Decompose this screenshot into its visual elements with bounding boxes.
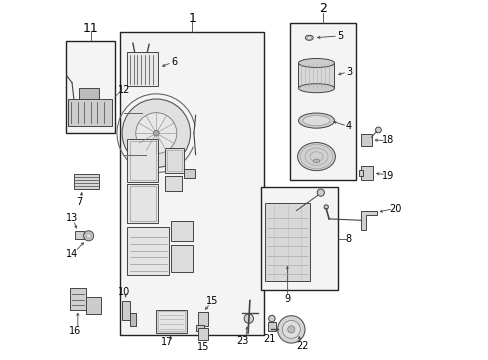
Text: 19: 19 bbox=[382, 171, 394, 181]
Bar bbox=[164, 176, 182, 191]
Circle shape bbox=[83, 231, 94, 241]
Polygon shape bbox=[361, 211, 376, 230]
Text: 23: 23 bbox=[236, 336, 248, 346]
Bar bbox=[289, 23, 355, 180]
Text: 14: 14 bbox=[65, 249, 78, 259]
Bar bbox=[196, 325, 203, 331]
Ellipse shape bbox=[303, 116, 329, 126]
Text: 6: 6 bbox=[171, 58, 177, 67]
Bar bbox=[130, 313, 136, 326]
Circle shape bbox=[86, 233, 91, 238]
Bar bbox=[66, 41, 115, 133]
Text: 5: 5 bbox=[336, 31, 342, 41]
Bar bbox=[127, 52, 158, 86]
Bar bbox=[184, 169, 195, 178]
Bar bbox=[129, 186, 156, 221]
Bar bbox=[158, 311, 185, 331]
Bar bbox=[267, 322, 275, 331]
Text: 17: 17 bbox=[161, 337, 173, 347]
Text: 15: 15 bbox=[197, 342, 209, 352]
Circle shape bbox=[287, 326, 294, 333]
Bar bbox=[171, 221, 192, 241]
Bar bbox=[358, 170, 362, 176]
Text: 8: 8 bbox=[345, 234, 351, 243]
Bar bbox=[122, 301, 130, 320]
Ellipse shape bbox=[297, 143, 335, 171]
Bar bbox=[361, 134, 371, 146]
Bar bbox=[260, 187, 337, 290]
Text: 22: 22 bbox=[295, 341, 308, 351]
Bar bbox=[70, 288, 86, 310]
Bar bbox=[127, 139, 158, 182]
Text: 4: 4 bbox=[345, 121, 351, 131]
Text: 16: 16 bbox=[69, 326, 81, 336]
Ellipse shape bbox=[313, 159, 319, 163]
Circle shape bbox=[317, 189, 324, 196]
Text: 1: 1 bbox=[188, 12, 196, 24]
Bar bbox=[156, 310, 186, 333]
Bar bbox=[127, 227, 168, 275]
Bar bbox=[68, 99, 111, 126]
Bar bbox=[127, 184, 158, 223]
Ellipse shape bbox=[298, 84, 334, 93]
Bar bbox=[197, 328, 207, 340]
Bar bbox=[171, 245, 192, 272]
Ellipse shape bbox=[306, 36, 311, 39]
Bar bbox=[120, 32, 264, 335]
Ellipse shape bbox=[305, 35, 313, 40]
Text: 3: 3 bbox=[345, 67, 351, 77]
Bar bbox=[361, 166, 372, 180]
Bar bbox=[298, 63, 334, 88]
Circle shape bbox=[268, 315, 275, 322]
Text: 2: 2 bbox=[318, 3, 326, 15]
Text: 10: 10 bbox=[118, 287, 130, 297]
Bar bbox=[166, 150, 182, 171]
Ellipse shape bbox=[298, 113, 334, 128]
Ellipse shape bbox=[298, 58, 334, 68]
Bar bbox=[75, 231, 84, 239]
Text: 18: 18 bbox=[382, 135, 394, 145]
Circle shape bbox=[277, 316, 305, 343]
Circle shape bbox=[324, 205, 328, 209]
Text: 13: 13 bbox=[65, 213, 78, 223]
Bar bbox=[197, 312, 207, 326]
Text: 21: 21 bbox=[263, 334, 275, 344]
Bar bbox=[79, 88, 99, 99]
Bar bbox=[164, 148, 184, 173]
Circle shape bbox=[136, 113, 177, 154]
Bar bbox=[86, 297, 101, 314]
Bar bbox=[264, 203, 309, 281]
Bar bbox=[73, 174, 99, 189]
Circle shape bbox=[153, 130, 159, 136]
Circle shape bbox=[282, 320, 300, 338]
Bar bbox=[129, 141, 156, 180]
Circle shape bbox=[244, 314, 253, 323]
Text: 12: 12 bbox=[118, 85, 130, 95]
Text: 9: 9 bbox=[284, 294, 290, 304]
Circle shape bbox=[375, 127, 381, 133]
Text: 7: 7 bbox=[76, 197, 82, 207]
Text: 11: 11 bbox=[82, 22, 98, 35]
Text: 15: 15 bbox=[205, 296, 218, 306]
Text: 20: 20 bbox=[389, 204, 401, 214]
Circle shape bbox=[122, 99, 190, 167]
